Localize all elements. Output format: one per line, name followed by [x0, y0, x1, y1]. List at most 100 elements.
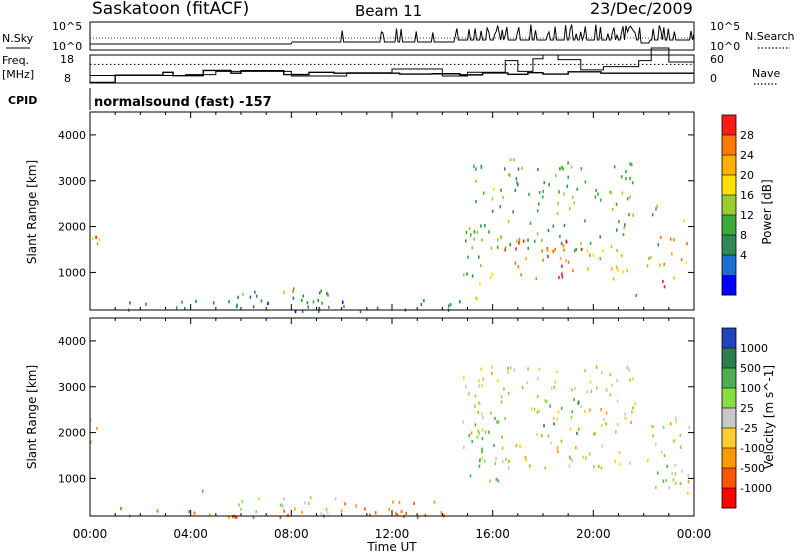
velocity-cell — [605, 422, 607, 426]
velocity-cell — [666, 464, 668, 468]
velocity-cell — [340, 509, 343, 513]
power-cell — [626, 269, 629, 273]
power-cell — [535, 276, 538, 281]
power-cell — [236, 303, 238, 307]
power-cell — [616, 228, 618, 232]
power-cell — [301, 298, 303, 303]
velocity-colorbar-swatch — [722, 488, 736, 509]
velocity-cell — [255, 510, 257, 514]
velocity-cell — [601, 424, 603, 428]
velocity-cell — [355, 504, 357, 508]
velocity-cell — [630, 420, 632, 425]
velocity-cell — [232, 515, 234, 519]
noise-left-label: N.Sky — [2, 32, 34, 45]
velocity-colorbar-frame — [721, 327, 737, 509]
velocity-cell — [634, 402, 637, 406]
power-cell — [567, 161, 569, 165]
power-cell — [468, 227, 471, 231]
velocity-colorbar-tick-label: 500 — [740, 362, 761, 375]
power-cell — [525, 257, 527, 261]
velocity-cell — [616, 378, 618, 382]
velocity-cell — [541, 434, 543, 438]
power-cell — [294, 309, 297, 314]
power-cell — [609, 190, 611, 194]
power-cell — [615, 202, 618, 206]
power-cell — [467, 255, 469, 259]
power-cell — [536, 232, 539, 236]
velocity-cell — [405, 511, 407, 515]
power-cell — [490, 246, 493, 250]
power-cell — [480, 165, 483, 170]
velocity-cell — [568, 455, 571, 459]
freq-tick-top: 18 — [60, 53, 74, 66]
power-cell — [520, 273, 522, 277]
velocity-cell — [651, 424, 653, 429]
velocity-cell — [544, 399, 547, 403]
power-cell — [320, 289, 322, 293]
velocity-ytick-label: 3000 — [58, 381, 86, 394]
power-cell — [527, 246, 529, 250]
frequency-panel: Freq. [MHz] 18 8 60 0 Nave — [2, 47, 780, 85]
velocity-cell — [571, 410, 574, 414]
power-cell — [312, 300, 315, 304]
velocity-cell — [515, 444, 518, 448]
velocity-cell — [481, 456, 484, 460]
power-cell — [529, 221, 532, 225]
velocity-cell — [611, 383, 613, 387]
power-cell — [528, 192, 530, 196]
velocity-cell — [364, 507, 366, 511]
velocity-cell — [481, 447, 483, 451]
velocity-cell — [529, 464, 531, 468]
velocity-cell — [584, 369, 586, 373]
power-cell — [554, 247, 556, 251]
power-cell — [517, 167, 520, 171]
power-cell — [493, 187, 495, 191]
power-cell — [610, 191, 612, 195]
power-colorbar-tick-label: 12 — [740, 209, 754, 222]
velocity-cell — [590, 389, 593, 393]
power-cell — [471, 274, 474, 278]
power-cell — [326, 291, 328, 296]
power-cell — [176, 306, 178, 310]
velocity-cell — [668, 486, 670, 490]
power-cell — [563, 223, 566, 227]
power-cell — [475, 179, 477, 183]
velocity-cell — [494, 416, 496, 421]
velocity-cell — [471, 439, 473, 444]
time-tick-label: 00:00 — [677, 527, 712, 541]
velocity-cell — [570, 457, 572, 461]
velocity-cell — [508, 466, 510, 470]
power-cell — [565, 239, 568, 243]
velocity-cell — [481, 437, 484, 441]
nave-line — [90, 47, 694, 77]
power-cell — [514, 261, 517, 265]
velocity-cell — [553, 385, 556, 389]
velocity-cell — [320, 512, 323, 516]
power-cell — [673, 276, 675, 280]
velocity-colorbar-tick-label: -1000 — [740, 482, 772, 495]
power-cell — [541, 238, 543, 243]
power-cell — [560, 166, 563, 170]
velocity-cell — [519, 444, 521, 448]
velocity-cell — [536, 410, 539, 414]
power-cell — [96, 242, 99, 246]
velocity-cell — [478, 379, 480, 383]
power-colorbar-tick-label: 8 — [740, 229, 747, 242]
velocity-colorbar-swatch — [722, 408, 736, 429]
power-cell — [616, 248, 618, 252]
velocity-cell — [600, 407, 602, 412]
power-cell — [476, 297, 479, 301]
velocity-cell — [208, 513, 211, 517]
velocity-panel: 4000 3000 2000 1000 Slant Range [km] 1000 50… — [25, 317, 776, 520]
velocity-cell — [687, 480, 690, 484]
power-colorbar-tick-label: 16 — [740, 189, 754, 202]
power-cell — [513, 158, 515, 162]
power-cell — [547, 254, 549, 259]
velocity-cell — [552, 416, 555, 420]
velocity-cell — [325, 507, 328, 512]
velocity-cell — [495, 457, 497, 461]
power-ytick-label: 2000 — [58, 221, 86, 234]
velocity-cell — [493, 443, 495, 447]
velocity-cell — [598, 464, 600, 468]
